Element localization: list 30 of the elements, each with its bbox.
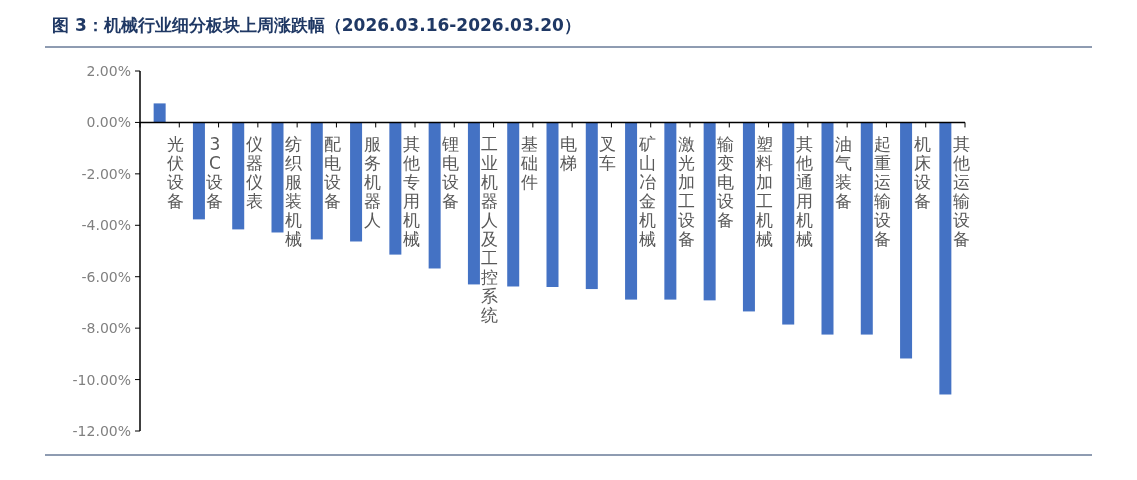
- x-tick-label: 基础件: [519, 134, 538, 193]
- x-tick-label: 服务机器人: [363, 134, 381, 231]
- x-tick-label: 输变电设备: [717, 134, 735, 231]
- y-tick-label: -12.00%: [72, 423, 131, 439]
- x-tick-label: 纺织服装机械: [285, 134, 302, 250]
- y-tick-label: -10.00%: [72, 371, 131, 388]
- x-tick-label: 油气装备: [835, 134, 852, 212]
- y-tick-label: 2.00%: [86, 63, 131, 79]
- x-tick-label: 其他通用机械: [795, 134, 813, 250]
- x-tick-label: 激光加工设备: [677, 134, 695, 250]
- category-label: 工业机器人及工控系统: [481, 134, 499, 326]
- x-tick-label: 起重运输设备: [874, 134, 892, 250]
- x-tick-label: 锂电设备: [441, 134, 460, 212]
- y-tick-label: 0.00%: [86, 114, 131, 131]
- x-tick-label: 光伏设备: [167, 134, 185, 212]
- x-tick-label: 叉车: [599, 134, 617, 174]
- y-tick-label: -6.00%: [81, 268, 131, 285]
- x-tick-label: 塑料加工机械: [756, 134, 774, 250]
- y-tick-label: -8.00%: [81, 320, 131, 337]
- x-tick-label: 配电设备: [324, 134, 342, 212]
- y-tick-label: -2.00%: [81, 165, 131, 182]
- x-tick-label: 其他专用机械: [402, 134, 420, 250]
- x-tick-label: 3C设备: [206, 134, 224, 212]
- x-tick-label: 仪器仪表: [245, 134, 263, 212]
- x-tick-label: 电梯: [559, 134, 577, 174]
- y-tick-label: -4.00%: [81, 217, 131, 234]
- chart-title: 图 3：机械行业细分板块上周涨跌幅（2026.03.16-2026.03.20）: [52, 15, 581, 35]
- x-tick-label: 其他运输设备: [952, 134, 970, 250]
- x-tick-label: 机床设备: [913, 134, 931, 212]
- x-tick-label: 矿山冶金机械: [637, 134, 656, 250]
